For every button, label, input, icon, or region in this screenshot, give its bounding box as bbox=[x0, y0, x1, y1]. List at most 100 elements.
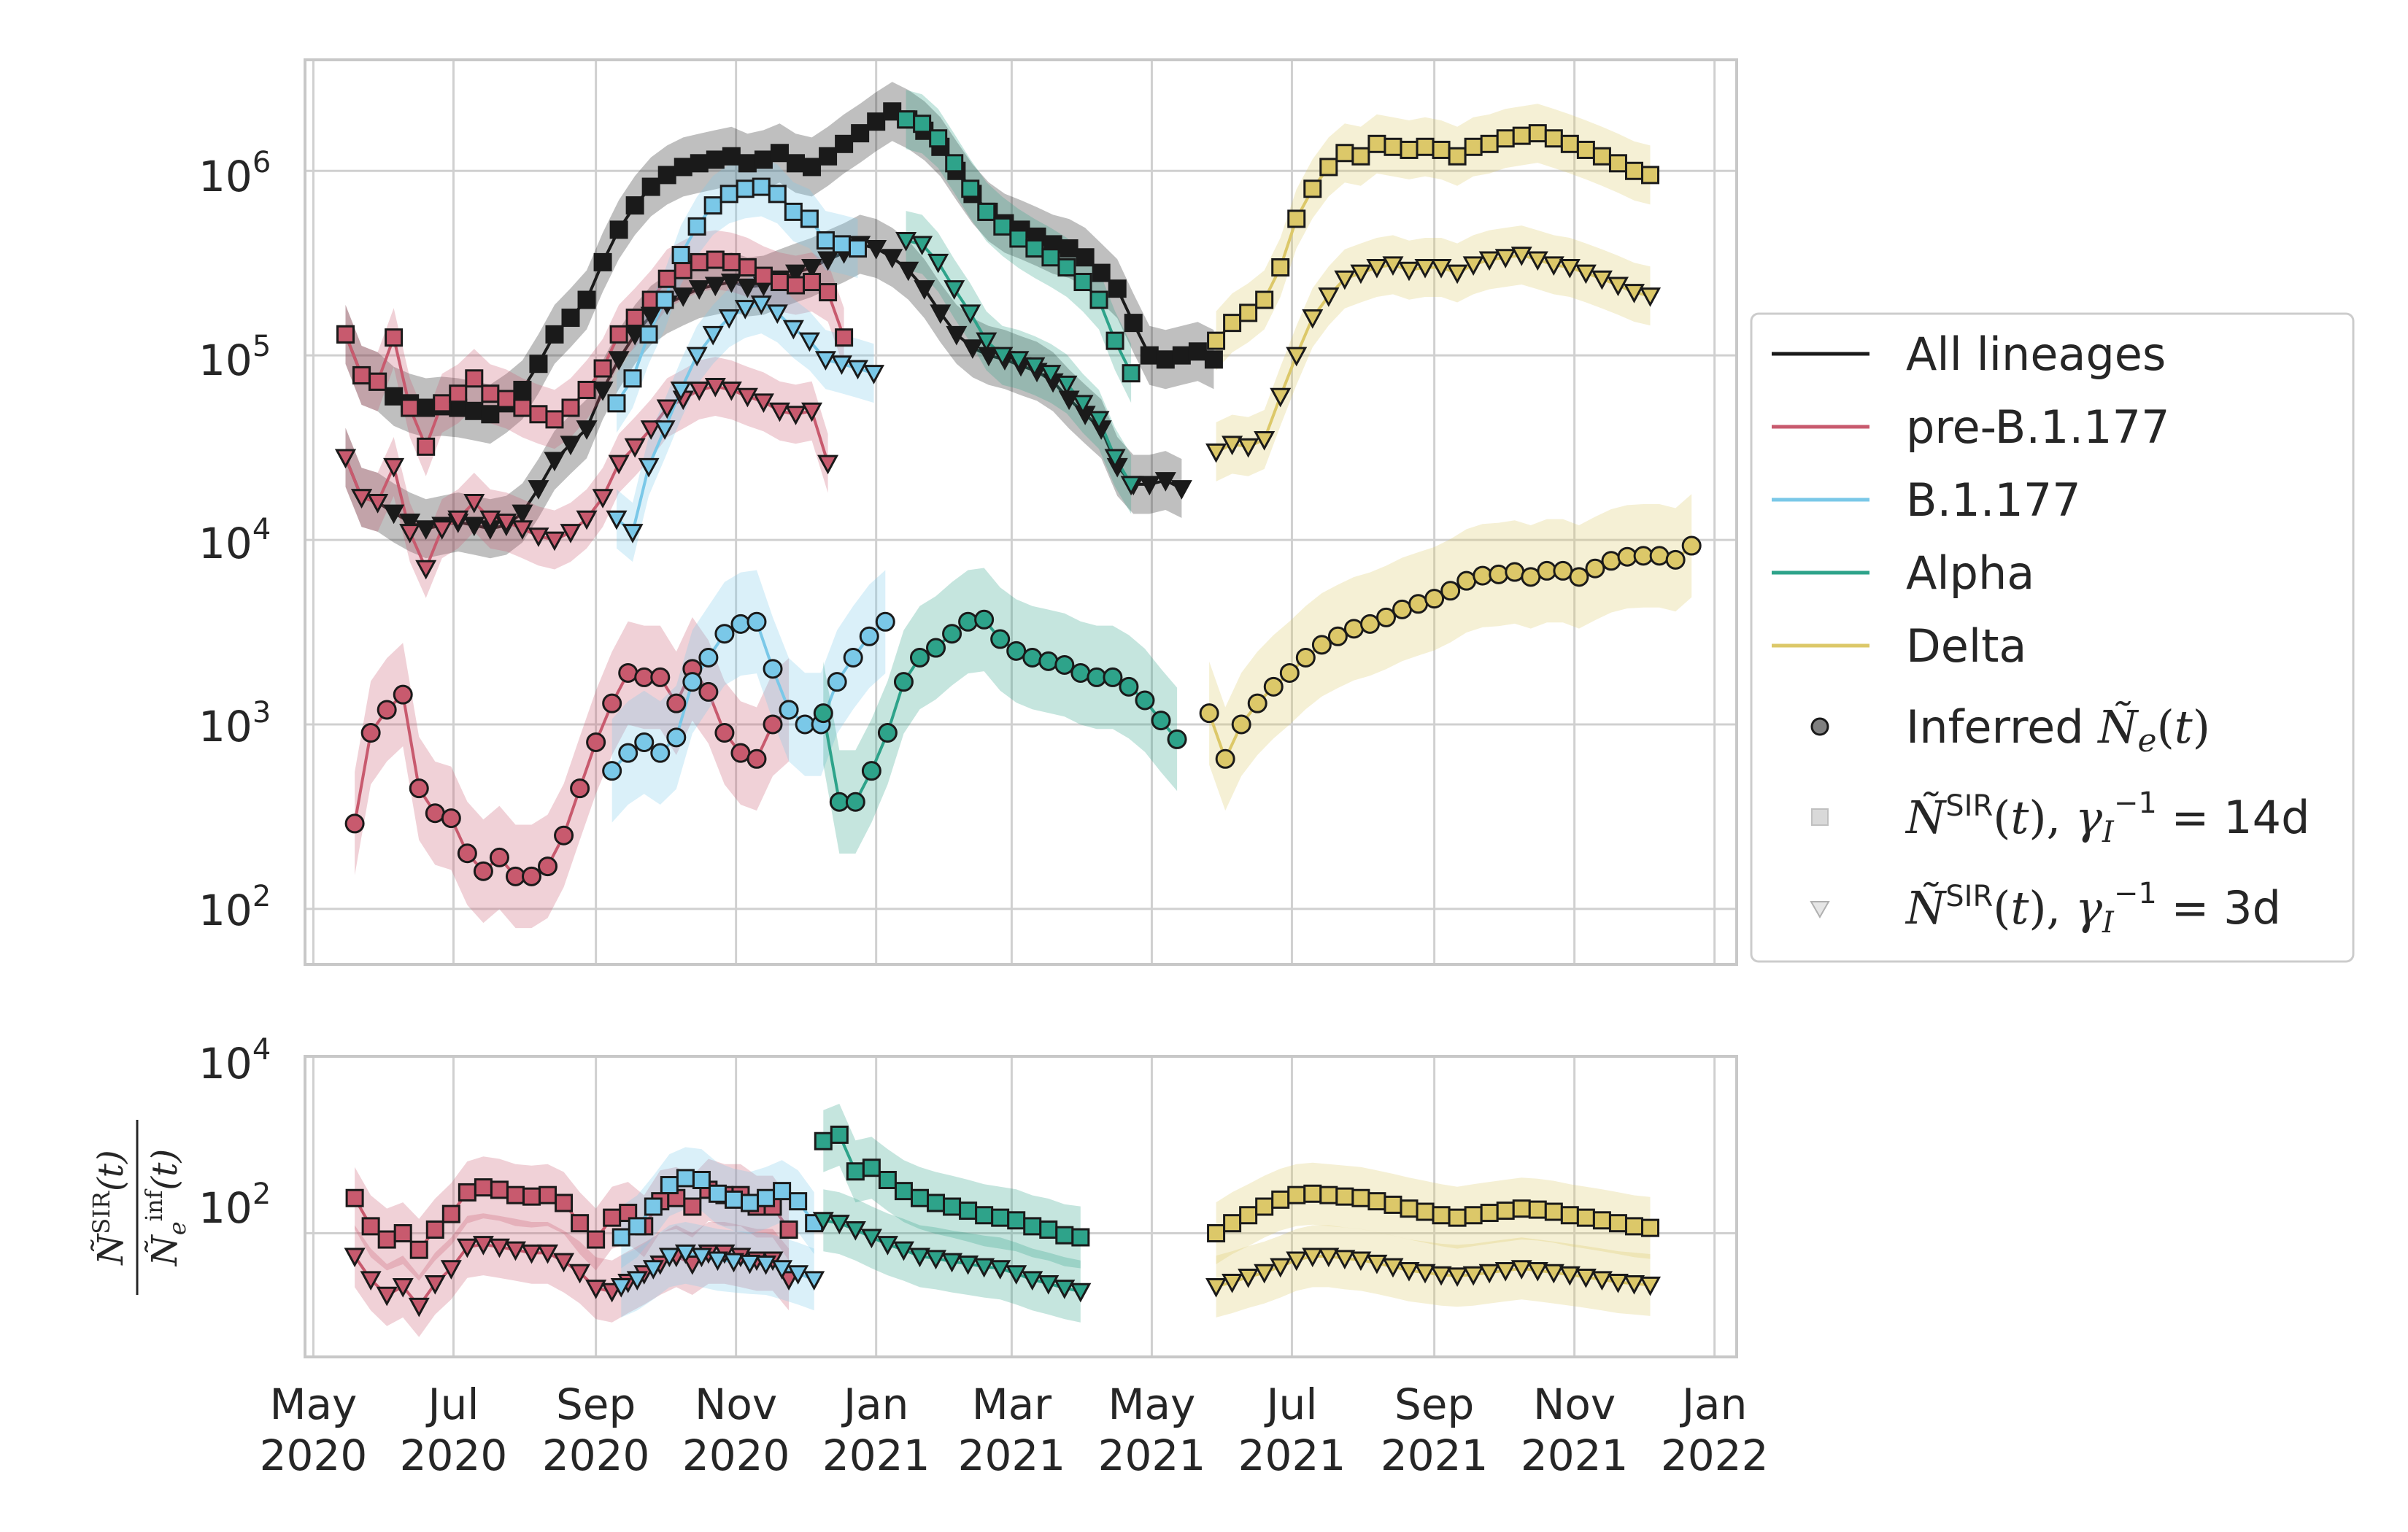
bottom-point-b1177-triangle-7 bbox=[722, 1253, 745, 1273]
bottom-point-pre-square-12 bbox=[539, 1185, 557, 1204]
top-point-pre-triangle-20 bbox=[656, 399, 678, 419]
bottom-point-delta-triangle-27 bbox=[1640, 1276, 1662, 1296]
top-point-pre-circle-17 bbox=[618, 662, 638, 683]
legend-label-pre: pre-B.1.177 bbox=[1906, 401, 2170, 454]
top-point-pre-triangle-1 bbox=[351, 489, 373, 508]
bottom-point-pre-square-16 bbox=[603, 1208, 622, 1227]
top-point-all-triangle-16 bbox=[592, 381, 614, 401]
top-point-pre-triangle-13 bbox=[544, 531, 566, 552]
top-point-delta-circle-14 bbox=[1424, 589, 1445, 609]
bottom-point-delta-square-20 bbox=[1528, 1200, 1547, 1219]
bottom-point-alpha-triangle-9 bbox=[957, 1256, 979, 1275]
y-tick-bottom-1e2: 102 bbox=[198, 1177, 271, 1233]
bottom-point-delta-square-7 bbox=[1319, 1185, 1338, 1204]
top-point-pre-square-16 bbox=[593, 359, 612, 378]
x-tick-9: Nov 2021 bbox=[1521, 1380, 1629, 1480]
top-point-delta-triangle-9 bbox=[1350, 264, 1372, 285]
top-point-pre-triangle-12 bbox=[528, 527, 549, 547]
bottom-point-pre-square-3 bbox=[393, 1223, 412, 1242]
bottom-point-b1177-square-9 bbox=[757, 1188, 776, 1207]
bottom-point-pre-triangle-13 bbox=[553, 1253, 575, 1273]
top-point-alpha-triangle-6 bbox=[992, 347, 1014, 367]
x-tick-6: May 2021 bbox=[1098, 1380, 1206, 1480]
bottom-point-b1177-triangle-4 bbox=[674, 1244, 696, 1264]
top-point-b1177-triangle-6 bbox=[702, 325, 724, 346]
legend-label-delta: Delta bbox=[1906, 619, 2026, 673]
top-point-delta-triangle-13 bbox=[1414, 258, 1436, 279]
top-point-delta-triangle-0 bbox=[1205, 443, 1227, 463]
top-point-alpha-circle-2 bbox=[845, 792, 865, 812]
top-point-delta-triangle-25 bbox=[1607, 276, 1629, 297]
top-point-pre-triangle-3 bbox=[383, 457, 405, 478]
bottom-point-alpha-triangle-15 bbox=[1054, 1280, 1076, 1299]
top-point-pre-square-1 bbox=[352, 365, 371, 384]
bottom-point-alpha-square-15 bbox=[1055, 1226, 1074, 1245]
top-point-b1177-square-2 bbox=[639, 325, 658, 344]
bottom-point-pre-square-21 bbox=[683, 1197, 702, 1216]
top-band-b1177-square bbox=[617, 157, 858, 433]
bottom-point-b1177-triangle-12 bbox=[803, 1271, 825, 1291]
top-panel-series bbox=[334, 82, 1702, 929]
bottom-point-delta-square-19 bbox=[1512, 1199, 1531, 1218]
top-point-b1177-circle-8 bbox=[730, 614, 751, 634]
bottom-panel-frame bbox=[304, 1055, 1738, 1358]
top-point-delta-circle-0 bbox=[1199, 703, 1219, 724]
top-point-alpha-triangle-10 bbox=[1056, 375, 1078, 395]
bottom-point-delta-triangle-15 bbox=[1446, 1267, 1468, 1288]
top-point-delta-triangle-21 bbox=[1543, 256, 1564, 276]
bottom-point-alpha-triangle-10 bbox=[973, 1258, 995, 1278]
top-point-b1177-triangle-15 bbox=[846, 360, 869, 380]
bottom-point-pre-triangle-6 bbox=[440, 1260, 462, 1280]
bottom-point-b1177-square-5 bbox=[692, 1171, 711, 1190]
top-point-all-square-21 bbox=[674, 158, 692, 177]
bottom-point-delta-triangle-10 bbox=[1366, 1254, 1388, 1274]
top-point-all-square-16 bbox=[593, 252, 612, 271]
top-point-pre-circle-11 bbox=[521, 866, 541, 886]
top-point-alpha-triangle-9 bbox=[1040, 365, 1062, 384]
top-point-alpha-triangle-4 bbox=[960, 304, 981, 325]
top-panel-gridlines bbox=[306, 60, 1735, 964]
bottom-point-delta-square-5 bbox=[1287, 1185, 1306, 1204]
top-point-delta-triangle-22 bbox=[1559, 258, 1581, 279]
top-point-pre-triangle-5 bbox=[415, 560, 437, 580]
top-point-delta-triangle-15 bbox=[1446, 264, 1468, 285]
top-point-delta-circle-2 bbox=[1231, 714, 1251, 735]
top-point-b1177-triangle-1 bbox=[622, 524, 644, 543]
top-point-alpha-square-4 bbox=[961, 179, 980, 198]
top-point-pre-circle-8 bbox=[473, 861, 493, 881]
bottom-point-b1177-triangle-9 bbox=[755, 1256, 777, 1275]
top-point-all-square-46 bbox=[1076, 248, 1095, 267]
top-point-pre-triangle-10 bbox=[495, 514, 517, 533]
top-point-all-square-8 bbox=[465, 401, 484, 420]
top-point-b1177-square-7 bbox=[719, 185, 738, 204]
legend-label-b1177: B.1.177 bbox=[1906, 473, 2081, 527]
bottom-point-alpha-square-4 bbox=[878, 1171, 897, 1190]
top-point-pre-circle-5 bbox=[425, 803, 445, 824]
top-point-pre-square-27 bbox=[770, 273, 789, 292]
bottom-point-b1177-square-0 bbox=[611, 1228, 630, 1247]
bottom-point-pre-triangle-10 bbox=[504, 1241, 526, 1261]
top-point-pre-triangle-11 bbox=[512, 520, 533, 540]
bottom-point-pre-triangle-3 bbox=[392, 1277, 414, 1298]
top-point-pre-square-31 bbox=[835, 328, 854, 347]
top-point-all-triangle-34 bbox=[881, 249, 903, 268]
top-point-delta-circle-15 bbox=[1440, 581, 1461, 601]
top-point-pre-square-17 bbox=[609, 325, 628, 344]
top-point-delta-circle-1 bbox=[1215, 748, 1235, 769]
top-point-delta-square-22 bbox=[1560, 134, 1579, 153]
top-point-all-triangle-30 bbox=[817, 251, 839, 271]
top-point-delta-square-18 bbox=[1496, 129, 1515, 148]
bottom-point-alpha-triangle-12 bbox=[1006, 1265, 1027, 1285]
top-point-pre-square-24 bbox=[722, 252, 741, 271]
top-point-b1177-circle-16 bbox=[859, 626, 879, 646]
bottom-point-delta-triangle-2 bbox=[1238, 1269, 1259, 1288]
x-tick-labels: May 2020 Jul 2020 Sep 2020 Nov 2020 Jan 2021 Mar 20… bbox=[260, 1380, 1769, 1480]
top-point-pre-triangle-14 bbox=[560, 524, 582, 543]
legend-box bbox=[1750, 312, 2355, 963]
top-point-pre-square-23 bbox=[706, 250, 725, 269]
top-point-alpha-square-0 bbox=[897, 110, 916, 129]
top-point-alpha-circle-8 bbox=[942, 624, 962, 644]
top-point-b1177-triangle-9 bbox=[750, 295, 772, 315]
top-point-b1177-circle-1 bbox=[618, 743, 638, 763]
bottom-point-alpha-triangle-2 bbox=[844, 1220, 866, 1241]
